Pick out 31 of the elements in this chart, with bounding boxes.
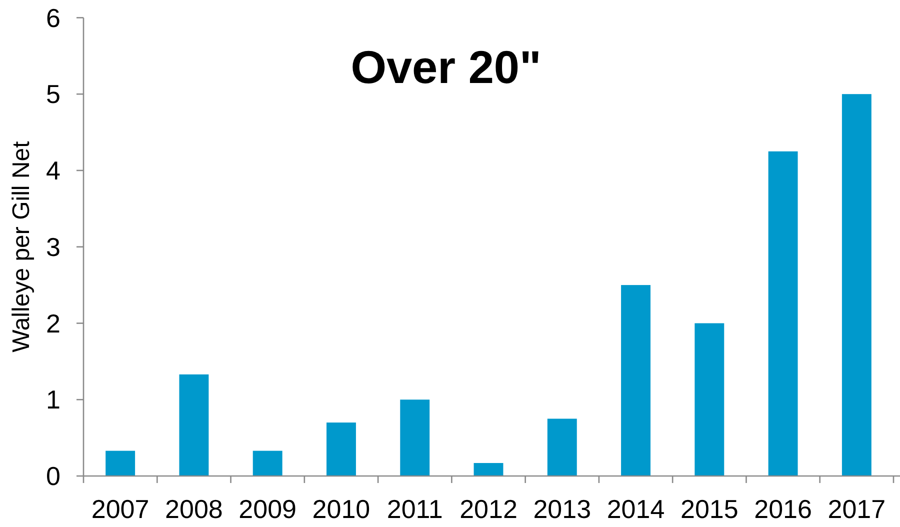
text: Over 20" [350,41,542,93]
bar [400,400,430,476]
bar [474,463,504,476]
y-tick-label: 2 [46,308,60,338]
x-tick-label: 2017 [828,494,886,524]
y-axis-title: Walleye per Gill Net [8,140,35,352]
x-tick-label: 2012 [460,494,518,524]
y-tick-label: 0 [46,461,60,492]
x-tick-label: 2016 [754,494,812,524]
x-tick-label: 2010 [312,494,370,524]
x-tick-label: 2009 [238,494,297,524]
x-tick-label: 2008 [165,494,223,524]
y-tick-label: 4 [46,156,60,186]
bar [106,450,136,476]
bar [621,285,650,476]
x-tick-label: 2007 [91,494,150,524]
y-tick-label: 6 [46,2,60,33]
bar [694,323,724,476]
bar [842,94,872,476]
bar [252,450,282,476]
y-tick-label: 3 [46,232,60,262]
x-tick-label: 2011 [386,494,443,524]
y-tick-label: 5 [46,79,60,110]
bar [547,418,577,476]
bar [179,374,209,476]
x-tick-label: 2013 [533,494,592,524]
x-tick-label: 2015 [680,494,738,524]
x-tick-label: 2014 [606,494,665,524]
y-tick-label: 1 [46,384,60,415]
bar [326,422,356,476]
bar [768,151,798,476]
